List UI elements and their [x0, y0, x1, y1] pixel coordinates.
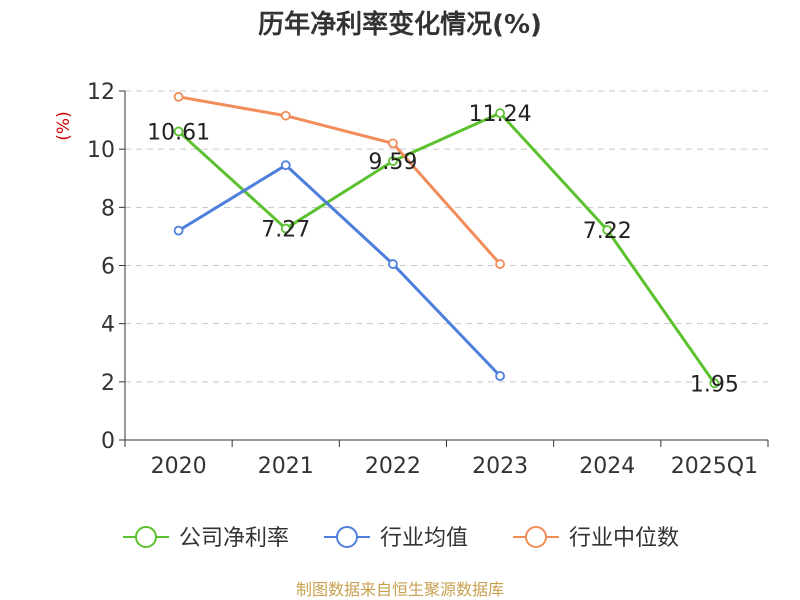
gridlines: [125, 90, 768, 383]
data-point: [173, 126, 184, 137]
data-label: 7.22: [583, 219, 632, 244]
x-tick-label: 2023: [472, 454, 528, 479]
x-tick-label: 2021: [258, 454, 314, 479]
data-point: [602, 225, 613, 235]
legend: 公司净利率 行业均值 行业中位数: [123, 526, 679, 551]
data-label: 9.59: [368, 150, 417, 175]
x-tick-label: 2024: [579, 454, 635, 479]
x-tick-label: 2025Q1: [671, 454, 758, 479]
data-point: [173, 225, 184, 236]
data-point: [280, 110, 291, 121]
y-tick-label: 8: [101, 196, 115, 221]
y-tick-label: 0: [101, 429, 115, 454]
y-tick-label: 6: [101, 255, 115, 280]
data-point: [388, 259, 398, 269]
legend-marker: [336, 526, 358, 548]
series-line: [178, 95, 502, 266]
data-label: 10.61: [147, 120, 210, 145]
data-label: 1.95: [690, 372, 739, 397]
data-label: 11.24: [469, 102, 532, 127]
legend-label: 行业中位数: [569, 526, 679, 551]
data-point: [495, 259, 505, 269]
axes: 0 2 4 6 8 10 12 2020 2021 2022 2023 2024 2025Q1: [87, 80, 769, 479]
data-point: [280, 223, 291, 234]
data-labels: 10.61 7.27 9.59 11.24 7.22 1.95: [147, 102, 739, 397]
legend-marker: [525, 526, 547, 548]
y-tick-label: 12: [87, 80, 115, 105]
y-axis-label: (%): [54, 111, 74, 140]
source-note: 制图数据来自恒生聚源数据库: [296, 580, 504, 599]
y-tick-label: 2: [101, 371, 115, 396]
x-tick-label: 2022: [365, 454, 421, 479]
data-point: [495, 371, 505, 381]
data-point: [388, 156, 398, 166]
data-point: [388, 138, 398, 149]
x-tick-label: 2020: [151, 454, 207, 479]
data-point: [495, 108, 505, 119]
data-label: 7.27: [261, 218, 310, 243]
series-line: [177, 163, 502, 378]
data-point: [280, 160, 291, 171]
legend-label: 公司净利率: [179, 526, 289, 551]
series-line: [177, 111, 716, 385]
data-point: [173, 91, 184, 102]
chart-title: 历年净利率变化情况(%): [258, 9, 542, 40]
series-group: [173, 91, 720, 389]
legend-label: 行业均值: [380, 526, 468, 551]
y-tick-label: 10: [87, 138, 115, 163]
data-point: [709, 378, 720, 389]
y-tick-label: 4: [101, 313, 115, 338]
legend-marker: [135, 526, 157, 548]
